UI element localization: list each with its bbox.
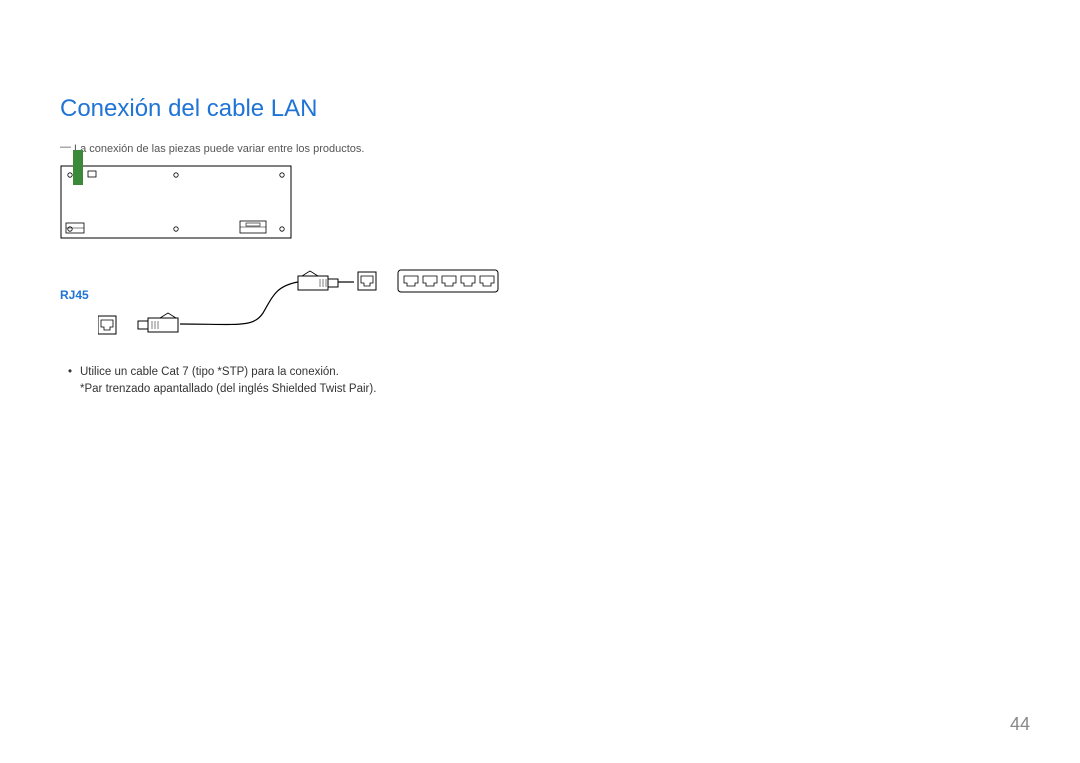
bullet-list: • Utilice un cable Cat 7 (tipo *STP) par…: [60, 364, 376, 399]
document-page: Conexión del cable LAN La conexión de la…: [0, 0, 1080, 763]
device-back-svg: [60, 165, 300, 247]
bullet-line2: *Par trenzado apantallado (del inglés Sh…: [80, 383, 376, 395]
bullet-line1: Utilice un cable Cat 7 (tipo *STP) para …: [80, 366, 339, 378]
bullet-dot: •: [60, 364, 80, 399]
note-text: La conexión de las piezas puede variar e…: [60, 143, 1020, 155]
device-illustration: [60, 165, 1020, 252]
cable-illustration: [98, 268, 518, 355]
page-number: 44: [1010, 714, 1030, 735]
port-label: RJ45: [60, 288, 89, 302]
page-title: Conexión del cable LAN: [60, 95, 1020, 123]
cable-svg: [98, 268, 518, 350]
accent-bar: [73, 150, 83, 185]
